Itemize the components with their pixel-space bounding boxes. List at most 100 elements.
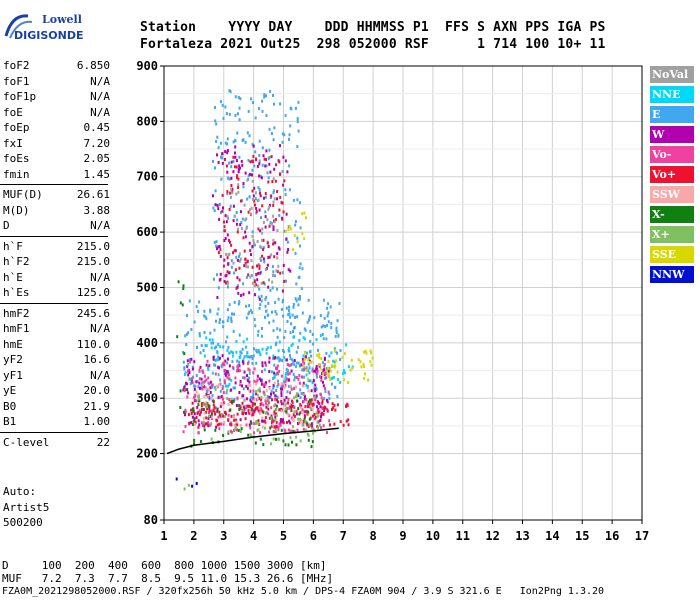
echo-point xyxy=(333,365,336,369)
echo-point xyxy=(343,352,346,356)
echo-point xyxy=(297,345,300,349)
echo-point xyxy=(299,244,301,248)
echo-point xyxy=(286,250,289,254)
echo-point xyxy=(236,230,239,234)
echo-point xyxy=(203,411,206,415)
footer-muf-row: MUF 7.2 7.3 7.7 8.5 9.5 11.0 15.3 26.6 [… xyxy=(2,572,334,585)
echo-point xyxy=(304,328,307,332)
echo-point xyxy=(263,426,266,430)
echo-point xyxy=(227,253,230,257)
echo-point xyxy=(256,240,259,243)
parameter-separator xyxy=(0,431,108,433)
echo-point xyxy=(230,316,233,320)
echo-point xyxy=(246,374,248,378)
echo-point xyxy=(287,443,290,447)
parameter-label: yE xyxy=(3,384,17,397)
echo-point xyxy=(263,419,266,423)
echo-point xyxy=(289,429,292,433)
echo-point xyxy=(197,431,200,435)
echo-point xyxy=(267,207,270,211)
echo-point xyxy=(185,388,188,391)
echo-point xyxy=(299,396,302,400)
echo-point xyxy=(279,102,282,106)
electron-density-profile xyxy=(166,427,339,455)
echo-point xyxy=(274,418,277,422)
echo-point xyxy=(367,378,370,382)
echo-point xyxy=(362,362,365,366)
echo-point xyxy=(186,314,188,318)
echo-point xyxy=(328,367,331,370)
echo-point xyxy=(195,380,198,384)
echo-point xyxy=(236,174,239,178)
echo-point xyxy=(280,201,283,204)
echo-point xyxy=(280,394,283,397)
echo-point xyxy=(294,106,297,110)
echo-point xyxy=(199,351,202,355)
echo-point xyxy=(218,356,221,360)
echo-point xyxy=(305,216,307,220)
parameter-label: foE xyxy=(3,105,23,119)
echo-point xyxy=(239,166,241,170)
echo-point xyxy=(320,375,323,379)
echo-point xyxy=(250,395,253,399)
echo-point xyxy=(257,406,260,410)
echo-point xyxy=(297,417,300,421)
echo-point xyxy=(255,348,258,352)
echo-point xyxy=(280,391,283,395)
parameter-value: 6.850 xyxy=(76,59,110,72)
echo-point xyxy=(309,315,312,319)
echo-point xyxy=(263,196,265,200)
echo-point xyxy=(293,234,296,237)
echo-point xyxy=(264,192,267,196)
echo-point xyxy=(216,407,219,411)
echo-point xyxy=(321,401,324,405)
echo-point xyxy=(227,345,230,349)
echo-point xyxy=(267,412,270,416)
header-labels: Station YYYY DAY DDD HHMMSS P1 FFS S AXN… xyxy=(140,20,606,35)
echo-point xyxy=(307,368,310,372)
echo-point xyxy=(270,389,273,393)
echo-point xyxy=(222,320,225,324)
echo-point xyxy=(276,372,279,376)
echo-point xyxy=(229,204,232,208)
echo-point xyxy=(250,407,253,411)
echo-point xyxy=(221,385,224,388)
echo-point xyxy=(335,328,338,332)
echo-point xyxy=(214,189,217,193)
echo-point xyxy=(261,163,264,167)
echo-point xyxy=(290,409,293,413)
y-tick-label: 700 xyxy=(136,170,158,184)
echo-point xyxy=(262,410,265,414)
echo-point xyxy=(357,358,360,362)
echo-point xyxy=(197,385,200,389)
echo-point xyxy=(347,423,350,427)
echo-point xyxy=(199,386,202,390)
echo-point xyxy=(224,158,226,161)
echo-point xyxy=(221,193,224,197)
parameter-label: yF1 xyxy=(3,368,23,382)
echo-point xyxy=(309,339,312,343)
echo-point xyxy=(227,430,230,434)
echo-point xyxy=(241,163,244,167)
echo-point xyxy=(318,352,321,356)
echo-point xyxy=(305,421,308,425)
echo-point xyxy=(264,210,267,214)
echo-point xyxy=(226,192,229,196)
echo-point xyxy=(293,405,296,409)
echo-point xyxy=(277,297,280,301)
echo-point xyxy=(255,273,258,277)
echo-point xyxy=(269,170,272,174)
echo-point xyxy=(247,383,250,387)
echo-point xyxy=(334,349,337,353)
echo-point xyxy=(249,426,252,430)
echo-point xyxy=(287,401,289,405)
echo-point xyxy=(257,419,260,423)
echo-point xyxy=(297,297,300,301)
echo-point xyxy=(266,346,269,350)
echo-point xyxy=(309,329,312,333)
echo-point xyxy=(271,222,273,226)
echo-point xyxy=(252,354,255,358)
echo-point xyxy=(295,385,297,389)
echo-point xyxy=(270,406,273,410)
echo-point xyxy=(254,441,257,445)
